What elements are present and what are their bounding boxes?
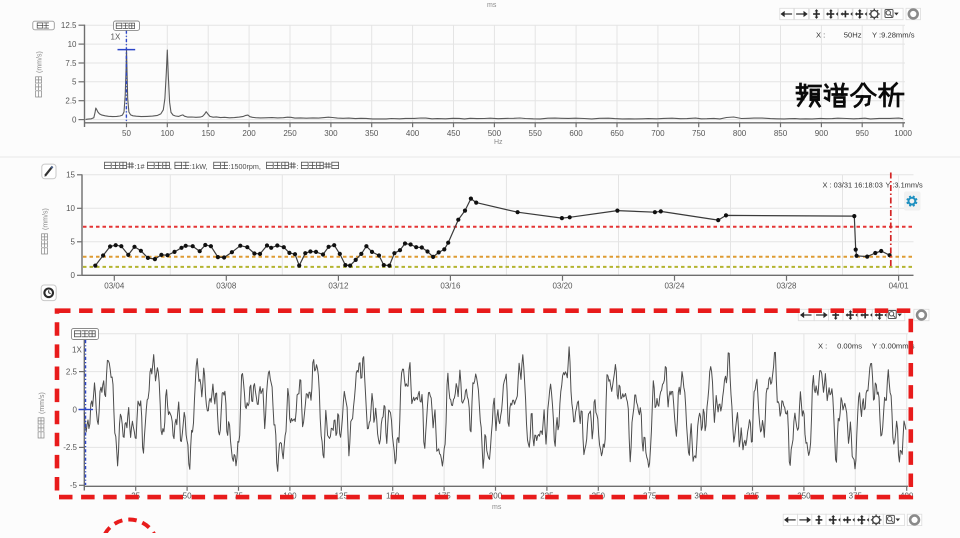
svg-text:0: 0 (71, 271, 76, 280)
svg-text:12.5: 12.5 (61, 21, 77, 30)
svg-text:125: 125 (335, 492, 349, 501)
svg-text:2.5: 2.5 (65, 97, 77, 106)
svg-text:275: 275 (643, 492, 657, 501)
svg-text:500: 500 (488, 129, 502, 138)
svg-text:10: 10 (68, 40, 77, 49)
svg-text:0: 0 (73, 405, 78, 414)
svg-text:350: 350 (797, 492, 811, 501)
svg-text::1500rpm,: :1500rpm, (229, 162, 261, 171)
svg-text:50: 50 (122, 129, 131, 138)
svg-text:Y :0.00mm/s: Y :0.00mm/s (872, 341, 915, 350)
svg-text:350: 350 (365, 129, 379, 138)
svg-text:ms: ms (487, 2, 497, 9)
svg-text:200: 200 (489, 492, 503, 501)
svg-text:(mm/s): (mm/s) (39, 392, 46, 414)
svg-text:X :: X : (816, 30, 825, 39)
svg-text:03/28: 03/28 (776, 282, 797, 291)
svg-text:10: 10 (66, 204, 75, 213)
svg-text::: : (296, 162, 298, 171)
svg-text:300: 300 (324, 129, 338, 138)
svg-text:50: 50 (183, 492, 192, 501)
svg-text:850: 850 (774, 129, 788, 138)
svg-text:03/12: 03/12 (328, 282, 349, 291)
svg-text:50Hz: 50Hz (844, 30, 862, 39)
svg-text:800: 800 (733, 129, 747, 138)
svg-text:400: 400 (406, 129, 420, 138)
svg-text:Y :9.28mm/s: Y :9.28mm/s (872, 30, 915, 39)
svg-text:450: 450 (447, 129, 461, 138)
svg-text:X : 03/31 16:18:03: X : 03/31 16:18:03 (823, 180, 883, 189)
svg-text:650: 650 (610, 129, 624, 138)
svg-text:(mm/s): (mm/s) (43, 208, 50, 230)
svg-text:-2.5: -2.5 (63, 443, 77, 452)
svg-text::1kW,: :1kW, (190, 162, 208, 171)
svg-text:03/08: 03/08 (216, 282, 237, 291)
svg-text:600: 600 (569, 129, 583, 138)
svg-text:550: 550 (529, 129, 543, 138)
svg-text:03/04: 03/04 (104, 282, 125, 291)
svg-text:(mm/s): (mm/s) (37, 51, 44, 73)
svg-text:1X: 1X (72, 346, 82, 355)
svg-text:Y :3.1mm/s: Y :3.1mm/s (886, 180, 924, 189)
svg-text:5: 5 (72, 78, 77, 87)
svg-text:900: 900 (815, 129, 829, 138)
svg-text:700: 700 (651, 129, 665, 138)
svg-text:0: 0 (72, 115, 77, 124)
svg-text:1000: 1000 (894, 129, 912, 138)
svg-text:-5: -5 (70, 481, 78, 490)
svg-text:100: 100 (161, 129, 175, 138)
svg-text:150: 150 (202, 129, 216, 138)
svg-text:03/24: 03/24 (664, 282, 685, 291)
svg-text:1X: 1X (111, 33, 121, 42)
svg-text:04/01: 04/01 (889, 282, 910, 291)
svg-text:7.5: 7.5 (65, 59, 77, 68)
svg-text:15: 15 (66, 171, 75, 180)
svg-text:,: , (170, 162, 172, 171)
svg-text:950: 950 (856, 129, 870, 138)
svg-text:03/20: 03/20 (552, 282, 573, 291)
svg-text:Hz: Hz (494, 139, 503, 146)
svg-text::1#: :1# (135, 162, 145, 171)
svg-text:X :: X : (818, 341, 827, 350)
svg-text:750: 750 (692, 129, 706, 138)
svg-text:0.00ms: 0.00ms (837, 341, 862, 350)
svg-text:03/16: 03/16 (440, 282, 461, 291)
svg-text:250: 250 (283, 129, 297, 138)
svg-text:ms: ms (492, 504, 502, 511)
svg-text:2.5: 2.5 (66, 367, 78, 376)
svg-text:5: 5 (71, 238, 76, 247)
svg-text:200: 200 (242, 129, 256, 138)
